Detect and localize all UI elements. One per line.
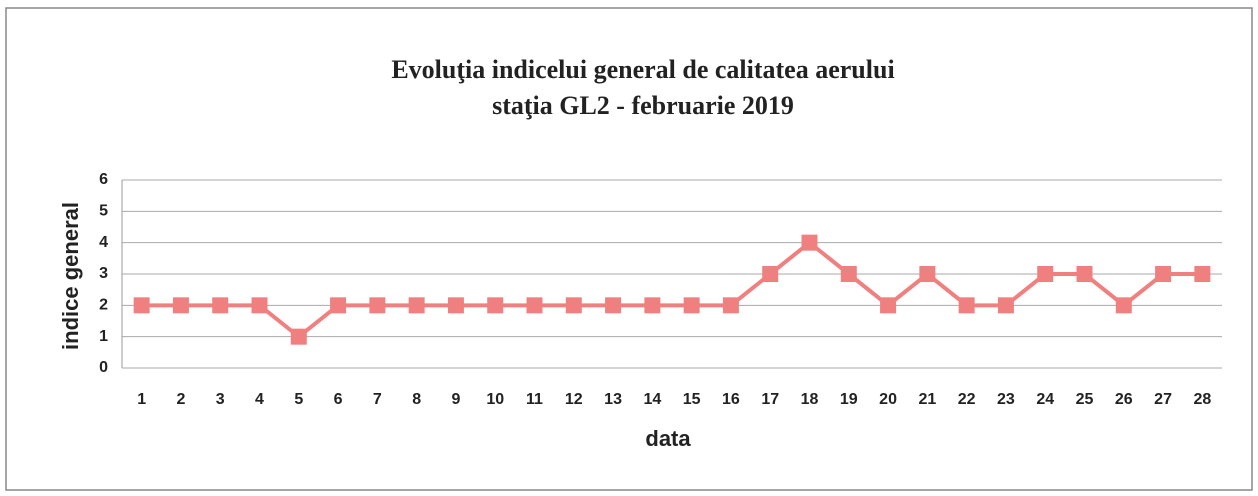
marker	[683, 297, 700, 314]
x-tick-label: 26	[1115, 391, 1133, 408]
marker	[958, 297, 975, 314]
x-axis-label: data	[645, 426, 691, 451]
x-tick-label: 22	[958, 391, 976, 408]
chart-subtitle: staţia GL2 - februarie 2019	[492, 91, 794, 120]
marker	[172, 297, 189, 314]
x-tick-label: 6	[334, 391, 343, 408]
x-tick-label: 13	[604, 391, 622, 408]
marker	[1037, 266, 1054, 282]
x-tick-label: 17	[761, 391, 779, 408]
marker	[1194, 266, 1211, 282]
x-tick-label: 23	[997, 391, 1015, 408]
marker	[408, 297, 425, 314]
marker	[487, 297, 504, 314]
marker	[997, 297, 1014, 314]
marker	[565, 297, 582, 314]
x-tick-label: 14	[643, 391, 661, 408]
marker	[1115, 297, 1132, 314]
marker	[526, 297, 543, 314]
marker	[290, 328, 307, 345]
x-tick-label: 21	[918, 391, 936, 408]
x-tick-label: 10	[486, 391, 504, 408]
x-tick-label: 7	[373, 391, 382, 408]
marker	[1155, 266, 1172, 282]
marker	[644, 297, 661, 314]
x-tick-label: 8	[412, 391, 421, 408]
marker	[330, 297, 347, 314]
x-tick-label: 15	[683, 391, 701, 408]
y-tick-label: 4	[99, 234, 108, 251]
marker	[369, 297, 386, 314]
x-tick-label: 2	[176, 391, 185, 408]
x-tick-label: 28	[1193, 391, 1211, 408]
y-tick-label: 5	[99, 203, 108, 220]
x-tick-label: 9	[451, 391, 460, 408]
x-tick-label: 3	[216, 391, 225, 408]
marker	[762, 266, 779, 282]
x-tick-label: 25	[1076, 391, 1094, 408]
chart-title: Evoluţia indicelui general de calitatea …	[391, 55, 894, 84]
marker	[251, 297, 268, 314]
y-tick-label: 1	[99, 328, 108, 345]
marker	[880, 297, 897, 314]
x-tick-label: 27	[1154, 391, 1172, 408]
y-tick-label: 2	[99, 297, 108, 314]
marker	[133, 297, 150, 314]
x-tick-label: 1	[137, 391, 146, 408]
x-tick-label: 5	[294, 391, 303, 408]
x-tick-label: 18	[801, 391, 819, 408]
x-tick-label: 4	[255, 391, 264, 408]
x-tick-label: 24	[1036, 391, 1054, 408]
x-tick-label: 19	[840, 391, 858, 408]
marker	[212, 297, 229, 314]
marker	[722, 297, 739, 314]
marker	[840, 266, 857, 282]
x-tick-label: 20	[879, 391, 897, 408]
marker	[447, 297, 464, 314]
marker	[1076, 266, 1093, 282]
x-tick-label: 11	[526, 391, 543, 408]
line	[141, 240, 1203, 340]
y-axis-label: indice general	[58, 202, 83, 350]
y-tick-label: 3	[99, 265, 108, 282]
y-tick-label: 0	[99, 359, 108, 376]
marker	[605, 297, 622, 314]
marker	[801, 234, 818, 251]
marker	[919, 266, 936, 282]
x-tick-label: 12	[565, 391, 583, 408]
x-tick-label: 16	[722, 391, 740, 408]
chart-frame	[5, 7, 1253, 491]
y-tick-label: 6	[99, 171, 108, 188]
